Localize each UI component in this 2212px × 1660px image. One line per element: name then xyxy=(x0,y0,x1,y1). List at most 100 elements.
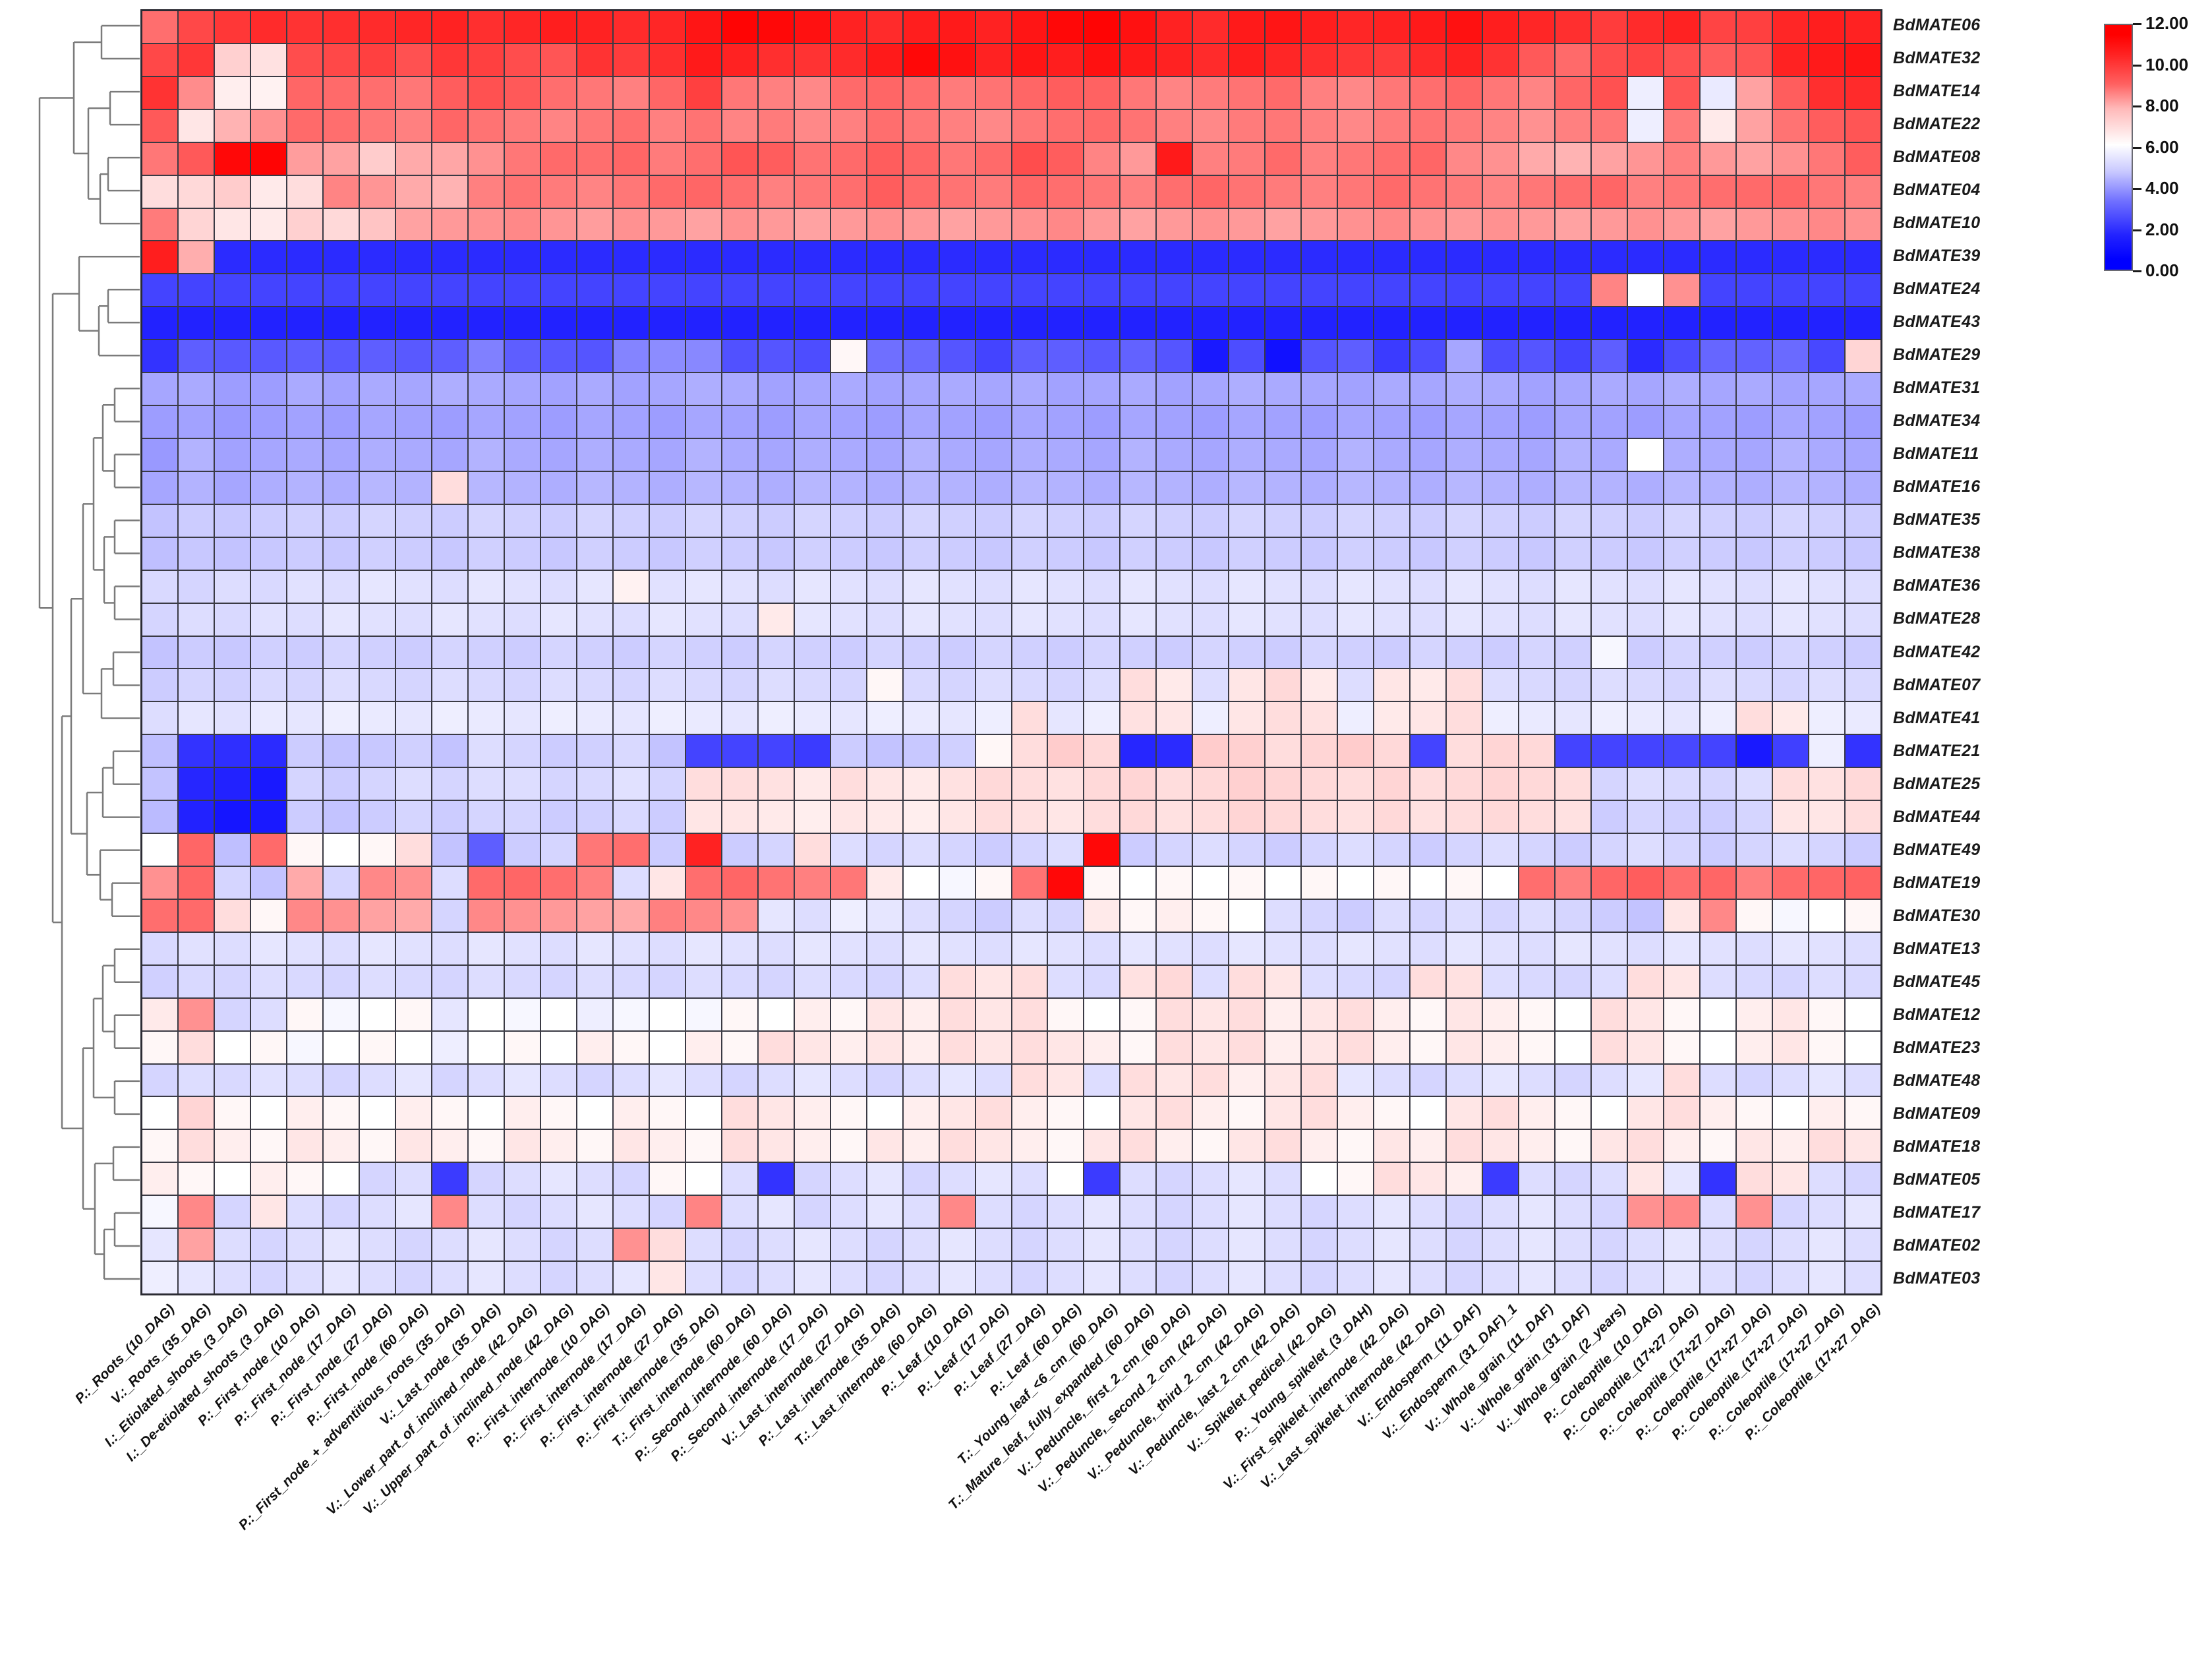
heatmap-cell xyxy=(830,175,866,208)
heatmap-cell xyxy=(577,307,612,340)
heatmap-cell xyxy=(1556,208,1591,241)
heatmap-cell xyxy=(178,406,214,438)
heatmap-cell xyxy=(250,109,286,142)
heatmap-cell xyxy=(1447,834,1482,866)
heatmap-cell xyxy=(1592,702,1627,734)
heatmap-cell xyxy=(287,274,322,307)
heatmap-cell xyxy=(685,406,721,438)
heatmap-cell xyxy=(939,76,975,109)
heatmap-cell xyxy=(1338,340,1374,372)
heatmap-cell xyxy=(1664,998,1700,1030)
heatmap-cell xyxy=(395,274,431,307)
heatmap-cell xyxy=(1483,669,1519,701)
heatmap-cell xyxy=(1157,307,1192,340)
heatmap-cell xyxy=(1737,570,1772,603)
column-label: I.:_Etiolated_shoots_(3_DAG) xyxy=(102,1301,250,1450)
heatmap-cell xyxy=(1266,1229,1301,1261)
heatmap-cell xyxy=(975,76,1011,109)
heatmap-cell xyxy=(577,1163,612,1195)
heatmap-cell xyxy=(975,44,1011,76)
heatmap-cell xyxy=(468,175,504,208)
row-label: BdMATE03 xyxy=(1893,1268,1981,1288)
heatmap-cell xyxy=(1701,537,1736,570)
heatmap-cell xyxy=(685,768,721,800)
heatmap-cell xyxy=(1773,274,1809,307)
heatmap-cell xyxy=(830,1196,866,1228)
heatmap-cell xyxy=(1664,109,1700,142)
heatmap-cell xyxy=(975,307,1011,340)
heatmap-cell xyxy=(685,340,721,372)
heatmap-cell xyxy=(142,175,177,208)
heatmap-cell xyxy=(432,1130,467,1162)
heatmap-cell xyxy=(1374,636,1410,668)
heatmap-cell xyxy=(577,932,612,964)
heatmap-cell xyxy=(1302,109,1337,142)
row-label: BdMATE19 xyxy=(1893,873,1981,892)
heatmap-cell xyxy=(1048,932,1084,964)
heatmap-cell xyxy=(1447,1097,1482,1129)
heatmap-cell xyxy=(1084,340,1120,372)
heatmap-cell xyxy=(214,142,250,175)
heatmap-cell xyxy=(613,899,649,932)
heatmap-cell xyxy=(468,438,504,471)
heatmap-cell xyxy=(323,504,359,537)
heatmap-cell xyxy=(867,175,902,208)
heatmap-cell xyxy=(395,373,431,405)
heatmap-cell xyxy=(142,636,177,668)
heatmap-cell xyxy=(1338,1163,1374,1195)
heatmap-cell xyxy=(432,438,467,471)
heatmap-cell xyxy=(1664,866,1700,899)
heatmap-cell xyxy=(1374,208,1410,241)
heatmap-cell xyxy=(1302,603,1337,636)
heatmap-cell xyxy=(613,109,649,142)
heatmap-cell xyxy=(903,438,939,471)
heatmap-cell xyxy=(250,1262,286,1293)
heatmap-cell xyxy=(649,1097,685,1129)
heatmap-cell xyxy=(1737,373,1772,405)
heatmap-cell xyxy=(432,1031,467,1063)
heatmap-cell xyxy=(1411,373,1446,405)
heatmap-cell xyxy=(1737,1064,1772,1096)
heatmap-cell xyxy=(395,1031,431,1063)
heatmap-cell xyxy=(323,11,359,43)
heatmap-cell xyxy=(794,373,830,405)
heatmap-cell xyxy=(867,735,902,767)
heatmap-cell xyxy=(1338,603,1374,636)
heatmap-cell xyxy=(540,1064,576,1096)
heatmap-cell xyxy=(867,471,902,504)
heatmap-cell xyxy=(1519,1097,1555,1129)
heatmap-cell xyxy=(504,537,540,570)
heatmap-cell xyxy=(1084,1097,1120,1129)
heatmap-cell xyxy=(1411,241,1446,274)
heatmap-cell xyxy=(1048,1196,1084,1228)
heatmap-cell xyxy=(903,570,939,603)
heatmap-cell xyxy=(685,175,721,208)
heatmap-cell xyxy=(540,899,576,932)
heatmap-cell xyxy=(1193,735,1229,767)
heatmap-cell xyxy=(287,998,322,1030)
row-label: BdMATE32 xyxy=(1893,49,1981,68)
heatmap-cell xyxy=(432,1097,467,1129)
heatmap-cell xyxy=(214,471,250,504)
column-label-row: P.:_Roots_(10_DAG) V.:_Roots_(35_DAG) I.:_… xyxy=(0,1297,2043,1653)
heatmap-cell xyxy=(1556,1196,1591,1228)
heatmap-cell xyxy=(468,109,504,142)
heatmap-cell xyxy=(1664,175,1700,208)
heatmap-cell xyxy=(903,735,939,767)
heatmap-cell xyxy=(1809,307,1845,340)
heatmap-cell xyxy=(1157,1097,1192,1129)
heatmap-cell xyxy=(1084,965,1120,997)
heatmap-cell xyxy=(504,1229,540,1261)
heatmap-cell xyxy=(975,768,1011,800)
heatmap-cell xyxy=(1193,241,1229,274)
heatmap-cell xyxy=(1229,76,1265,109)
heatmap-cell xyxy=(685,636,721,668)
heatmap-cell xyxy=(1701,274,1736,307)
heatmap-cell xyxy=(1411,1262,1446,1293)
heatmap-cell xyxy=(250,307,286,340)
heatmap-cell xyxy=(867,768,902,800)
heatmap-cell xyxy=(250,603,286,636)
heatmap-cell xyxy=(1664,340,1700,372)
heatmap-cell xyxy=(142,1130,177,1162)
heatmap-cell xyxy=(1519,274,1555,307)
